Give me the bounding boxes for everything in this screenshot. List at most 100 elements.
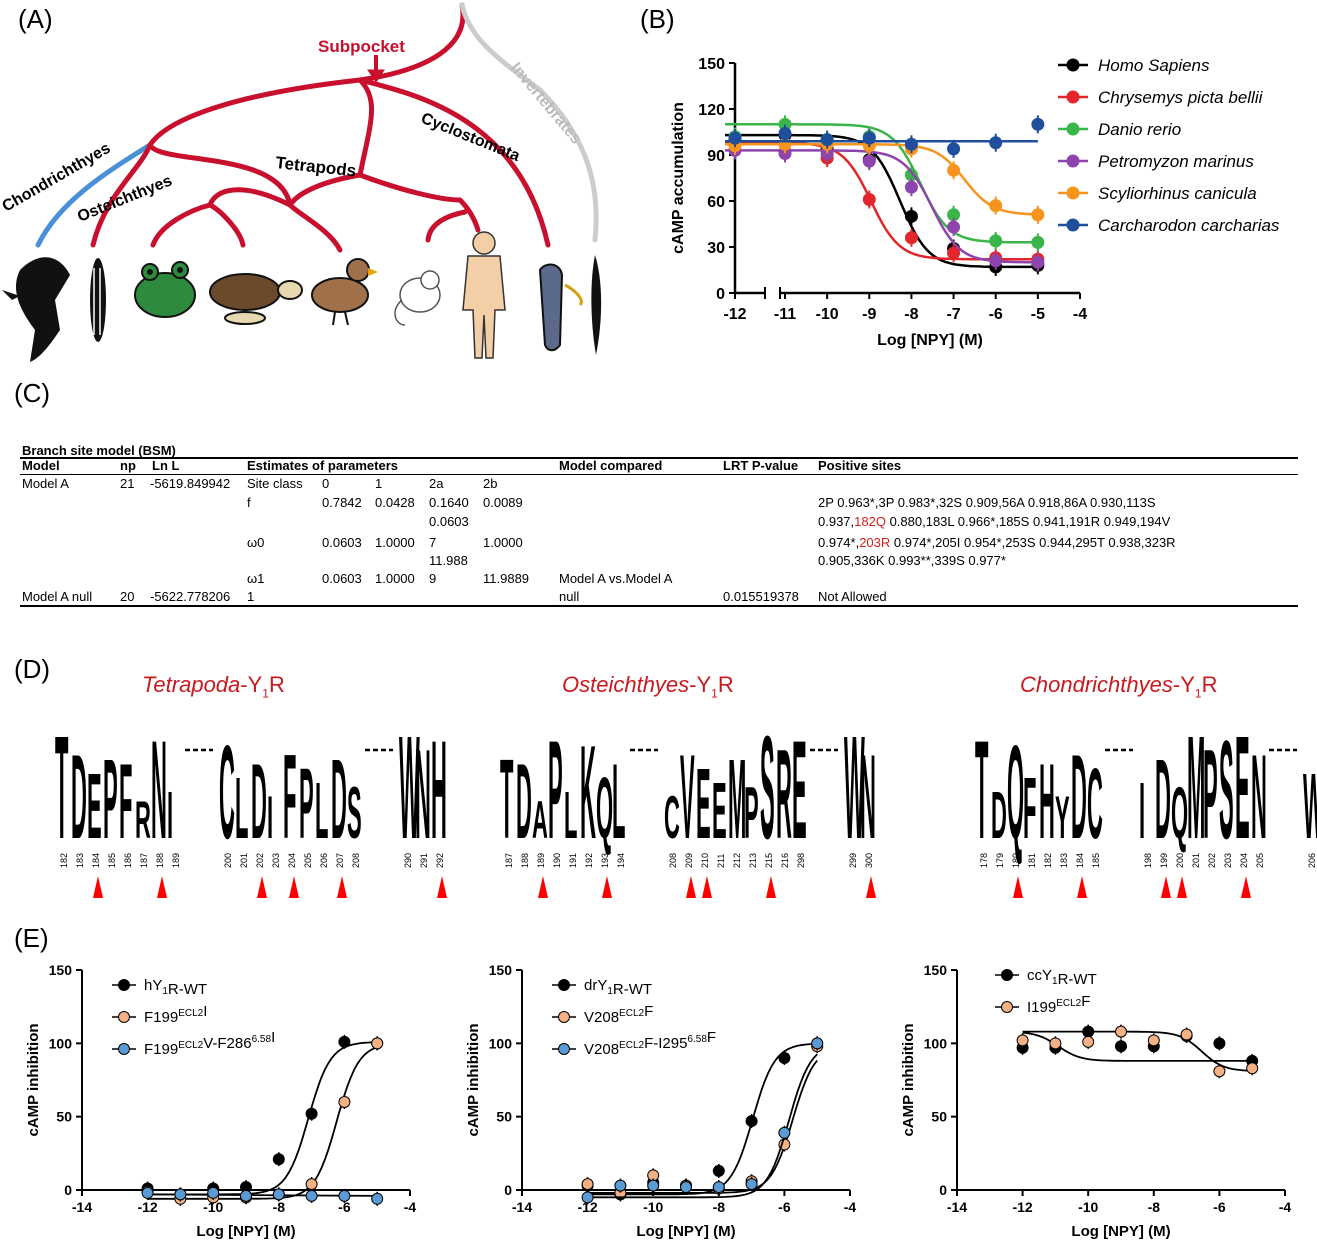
positive-site-arrow: [437, 876, 447, 898]
y-axis-label: cAMP accumulation: [670, 102, 687, 254]
logo-letter: W: [844, 707, 865, 871]
data-point: [1246, 1062, 1259, 1075]
logo-position: 199: [1159, 853, 1169, 868]
logo-letter: K: [580, 719, 596, 867]
row-null-positive: Not Allowed: [818, 589, 887, 604]
data-point: [947, 163, 961, 177]
param-w0-extra: 11.988: [429, 553, 468, 568]
legend-marker: [558, 1043, 570, 1055]
param-w0-2b: 1.0000: [483, 535, 523, 550]
x-tick-label: -6: [338, 1199, 351, 1215]
param-f-extra: 0.0603: [429, 514, 469, 529]
logo-position: 205: [303, 853, 313, 868]
logo-letter: D: [331, 737, 347, 863]
logo-position: 184: [1075, 853, 1085, 868]
x-tick-label: -10: [203, 1199, 223, 1215]
data-point: [1049, 1037, 1062, 1050]
logo-letter: Y: [1055, 784, 1070, 852]
logo-position: 204: [287, 853, 297, 868]
row-model-a-np: 21: [120, 476, 135, 491]
positive-site-arrow: [686, 876, 696, 898]
logo-position: 291: [419, 853, 429, 868]
logo-letter: I: [167, 778, 173, 853]
logo-position: 180: [1011, 853, 1021, 868]
logo-position: 202: [1207, 853, 1217, 868]
data-point: [1016, 1034, 1029, 1047]
param-w1-label: ω1: [247, 571, 265, 586]
data-point: [1180, 1028, 1193, 1041]
logo-letter: D: [516, 742, 532, 861]
positive-site-arrow: [257, 876, 267, 898]
logo-letter: V: [680, 731, 695, 865]
logo-title-chondrichthyes: Chondrichthyes-Y1R: [1020, 672, 1218, 701]
logo-position: 190: [552, 853, 562, 868]
data-point: [862, 131, 876, 145]
param-f-2b: 0.0089: [483, 495, 523, 510]
logo-position: 182: [1043, 853, 1053, 868]
logo-position: 207: [335, 853, 345, 868]
data-point: [712, 1164, 725, 1177]
logo-position: 292: [435, 853, 445, 868]
logo-position: 185: [1091, 853, 1101, 868]
logo-letter: P: [548, 712, 563, 868]
site-class-1: 1: [375, 476, 383, 491]
logo-letter: Q: [1171, 773, 1188, 854]
logo-letter: P: [103, 737, 118, 863]
lamprey-icon: [538, 263, 583, 352]
legend-marker: [118, 979, 130, 991]
x-tick-label: -14: [72, 1199, 92, 1215]
logo-position: 201: [1191, 853, 1201, 868]
logo-position: 193: [600, 853, 610, 868]
panel-label-e: (E): [14, 923, 49, 953]
logo-letter: E: [87, 755, 102, 858]
param-w1-0: 0.0603: [322, 571, 362, 586]
logo-letter: D: [1155, 737, 1171, 863]
positive-site-arrow: [1241, 876, 1251, 898]
param-w1-1: 1.0000: [375, 571, 415, 586]
y-tick-label: 60: [707, 194, 725, 211]
data-point: [947, 220, 961, 234]
x-tick-label: -6: [778, 1199, 791, 1215]
data-point: [947, 208, 961, 222]
logo-letter: H: [431, 712, 447, 868]
human-icon: [462, 231, 506, 359]
logo-letter: L: [564, 778, 577, 853]
x-tick-label: -9: [862, 306, 876, 323]
x-tick-label: -14: [512, 1199, 532, 1215]
logo-position: 213: [748, 853, 758, 868]
fit-line: [587, 1053, 818, 1199]
legend-label: Petromyzon marinus: [1098, 152, 1254, 171]
legend-marker: [558, 979, 570, 991]
positive-site-arrow: [538, 876, 548, 898]
data-point: [989, 136, 1003, 150]
fit-line: [147, 1041, 378, 1196]
data-point: [862, 192, 876, 206]
table-header-estimates: Estimates of parameters: [247, 458, 399, 473]
legend-marker: [118, 1011, 130, 1023]
positive-sites-line-1: 2P 0.963*,3P 0.983*,32S 0.909,56A 0.918,…: [818, 495, 1156, 510]
y-tick-label: 150: [489, 962, 513, 978]
logo-letter: N: [415, 725, 431, 866]
logo-position: 204: [1239, 853, 1249, 868]
positive-sites-line-4: 0.905,336K 0.993**,339S 0.977*: [818, 553, 1006, 568]
legend-marker: [1001, 969, 1013, 981]
legend-label: V208ECL2F-I2956.58F: [584, 1029, 716, 1058]
logo-letter: C: [219, 719, 235, 867]
x-tick-label: -6: [1213, 1199, 1226, 1215]
logo-position: 290: [403, 853, 413, 868]
x-tick-label: -12: [577, 1199, 597, 1215]
table-rule-bottom: [20, 605, 1298, 607]
data-point: [305, 1178, 318, 1191]
logo-position: 182: [59, 853, 69, 868]
site-class-0: 0: [322, 476, 330, 491]
data-point: [338, 1189, 351, 1202]
logo-position: 299: [848, 853, 858, 868]
data-point: [680, 1181, 692, 1194]
param-w1-2b: 11.9889: [483, 571, 530, 586]
data-point: [778, 127, 792, 141]
logo-letter: R: [776, 725, 792, 866]
logo-position: 194: [616, 853, 626, 868]
chart-e-shark: 0 50 100 150 -14 -12 -10 -8 -6 -4 Log [NPY] (M) cAM…: [900, 962, 1291, 1240]
chart-e-human: 0 50 100 150 -14 -12 -10 -8 -6 -4 Log [NPY] (M) cAM…: [25, 962, 416, 1240]
